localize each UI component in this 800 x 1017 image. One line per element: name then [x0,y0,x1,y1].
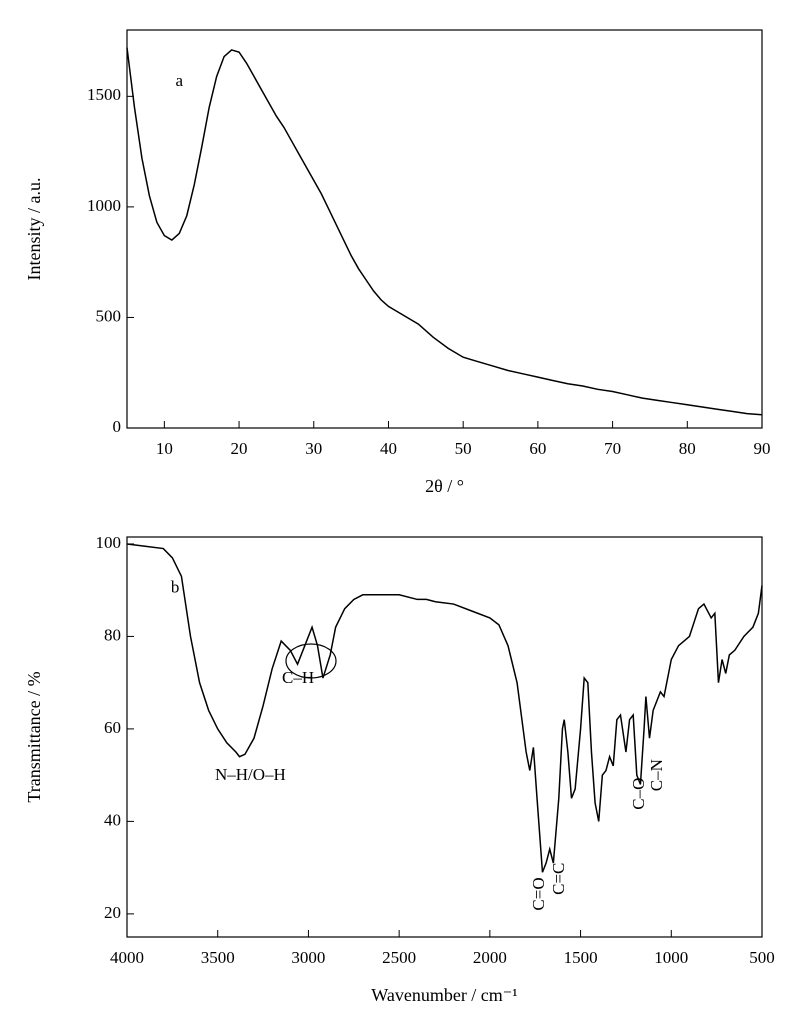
spectrum-line [126,543,763,873]
y-tick-label: 60 [104,718,121,737]
x-tick-label: 80 [679,439,696,458]
x-axis-title: Wavenumber / cm⁻¹ [371,985,517,1005]
annotation: C=C [549,863,568,895]
annotation: C–N [647,759,666,791]
x-tick-label: 1500 [564,948,598,967]
annotation: C=O [529,877,548,910]
annotation: C–O [629,778,648,810]
x-tick-label: 2500 [382,948,416,967]
y-tick-label: 80 [104,625,121,644]
annotation: a [176,71,184,90]
y-tick-label: 1000 [87,196,121,215]
y-tick-label: 40 [104,810,121,829]
x-tick-label: 1000 [654,948,688,967]
annotation: C–H [282,668,314,687]
x-tick-label: 500 [749,948,775,967]
x-tick-label: 60 [529,439,546,458]
x-tick-label: 90 [754,439,771,458]
c-h-ellipse [285,643,337,679]
x-axis-title: 2θ / ° [425,476,464,496]
plot-frame [126,29,763,429]
y-tick-label: 0 [113,417,122,436]
x-tick-label: 70 [604,439,621,458]
x-tick-label: 20 [231,439,248,458]
annotation: b [171,578,180,597]
y-axis-title: Intensity / a.u. [24,178,44,281]
y-tick-label: 500 [96,306,122,325]
y-tick-label: 1500 [87,85,121,104]
x-tick-label: 50 [455,439,472,458]
y-tick-label: 20 [104,903,121,922]
x-tick-label: 30 [305,439,322,458]
x-tick-label: 4000 [110,948,144,967]
x-tick-label: 3000 [291,948,325,967]
x-tick-label: 2000 [473,948,507,967]
annotation: N–H/O–H [215,765,286,784]
x-tick-label: 10 [156,439,173,458]
y-axis-title: Transmittance / % [24,671,44,802]
x-tick-label: 40 [380,439,397,458]
y-tick-label: 100 [96,533,122,552]
x-tick-label: 3500 [201,948,235,967]
spectrum-line [126,47,763,416]
plot-frame [126,536,763,938]
